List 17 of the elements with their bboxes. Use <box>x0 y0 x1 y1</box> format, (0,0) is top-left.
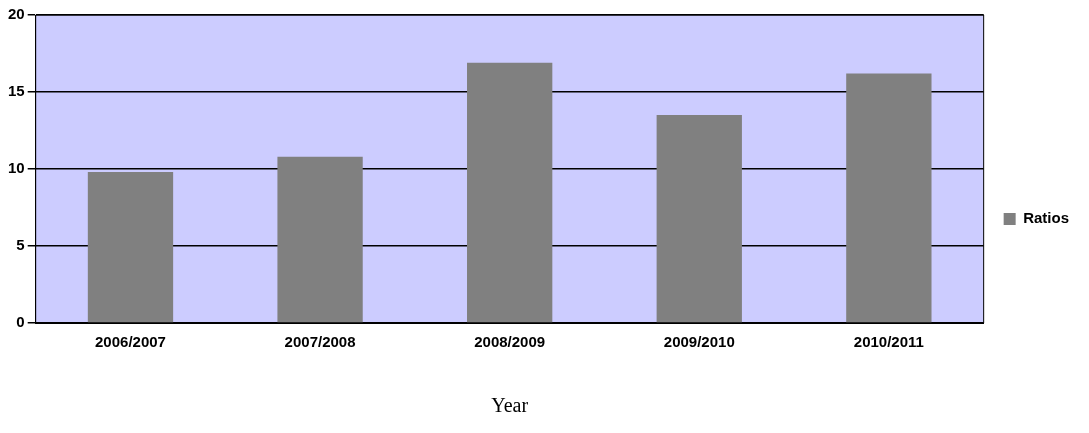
x-tick-label: 2008/2009 <box>474 333 546 351</box>
legend-label: Ratios <box>1023 209 1069 227</box>
bar <box>846 73 932 323</box>
bar <box>277 156 363 323</box>
bar <box>467 62 553 323</box>
y-tick-label: 15 <box>8 82 25 100</box>
y-tick-label: 5 <box>16 236 25 254</box>
y-tick-label: 10 <box>8 159 25 177</box>
x-tick-label: 2006/2007 <box>95 333 166 351</box>
y-tick-label: 0 <box>16 313 25 331</box>
y-tick-label: 20 <box>8 5 25 23</box>
bar <box>656 115 742 323</box>
bar <box>87 172 174 323</box>
x-tick-label: 2010/2011 <box>853 333 924 351</box>
x-tick-label: 2007/2008 <box>284 333 356 351</box>
x-tick-label: 2009/2010 <box>663 333 735 351</box>
x-axis-title: Year <box>491 394 529 417</box>
